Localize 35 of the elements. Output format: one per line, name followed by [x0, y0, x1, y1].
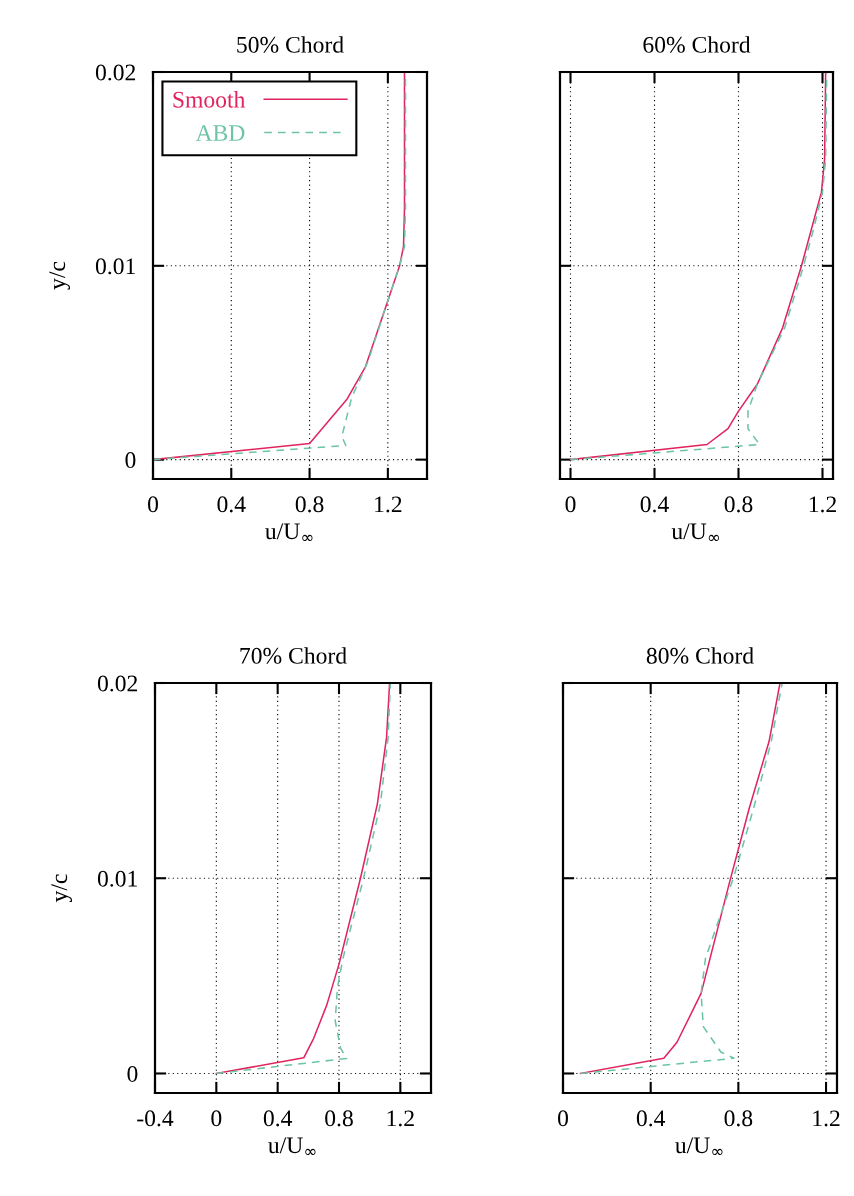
y-tick-label: 0.01 — [97, 870, 137, 887]
x-tick-label: 1.2 — [375, 496, 402, 513]
x-tick-label: 0.4 — [636, 1110, 666, 1127]
chart-title: 50% Chord — [237, 36, 344, 53]
x-tick-label: 0.8 — [724, 496, 753, 513]
y-tick-label: 0 — [127, 1065, 138, 1082]
y-tick-label: 0 — [125, 452, 136, 469]
x-tick-label: 0.4 — [217, 496, 246, 513]
x-tick-label: 0.8 — [724, 1110, 753, 1127]
x-tick-label: 0 — [211, 1110, 222, 1127]
legend-label: Smooth — [173, 91, 246, 108]
x-tick-label: 0.4 — [640, 496, 669, 513]
x-tick-label: 1.2 — [387, 1110, 414, 1127]
x-tick-label: 0 — [148, 496, 158, 513]
x-tick-label: 0 — [565, 496, 576, 513]
x-tick-label: 1.2 — [809, 496, 836, 513]
x-axis-title: u/U$_{∞}$ — [671, 523, 719, 542]
y-axis-title: y/c — [51, 874, 73, 903]
legend-label: ABD — [195, 125, 245, 141]
x-tick-label: 0.8 — [325, 1110, 353, 1127]
chart-title: 70% Chord — [240, 647, 347, 664]
chart-title: 80% Chord — [646, 647, 754, 664]
x-axis-title: u/U$_{∞}$ — [265, 523, 313, 542]
chart-title: 60% Chord — [643, 36, 751, 53]
y-tick-label: 0.02 — [95, 64, 136, 81]
x-tick-label: -0.4 — [137, 1110, 174, 1127]
y-axis-title: y/c — [49, 261, 71, 290]
y-tick-label: 0.02 — [97, 675, 138, 692]
x-tick-label: 0 — [558, 1110, 568, 1127]
x-tick-label: 0.4 — [263, 1110, 293, 1127]
y-tick-label: 0.01 — [95, 258, 135, 275]
x-axis-title: u/U$_{∞}$ — [268, 1137, 316, 1156]
x-tick-label: 0.8 — [295, 496, 324, 513]
x-axis-title: u/U$_{∞}$ — [675, 1137, 723, 1156]
x-tick-label: 1.2 — [813, 1110, 840, 1127]
